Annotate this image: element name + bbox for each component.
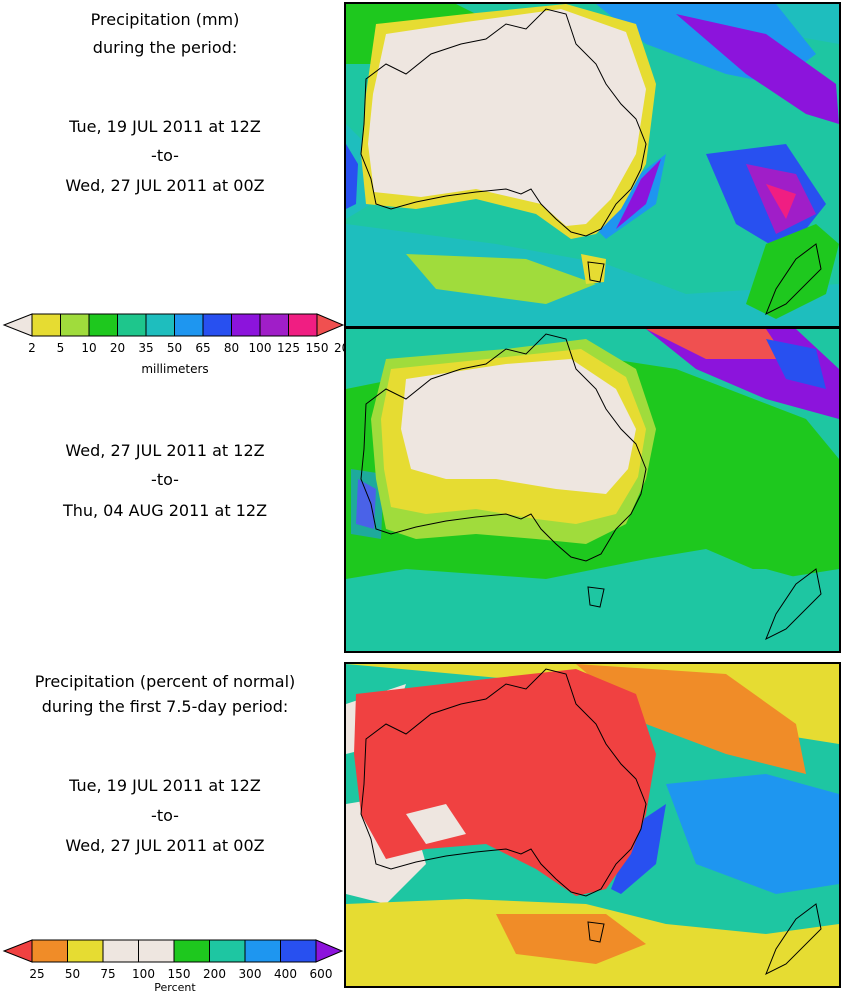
colorbar-tick-label: 300: [238, 967, 262, 981]
panel2-start-date: Wed, 27 JUL 2011 at 12Z: [65, 441, 265, 460]
colorbar-swatch: [145, 313, 175, 337]
colorbar-tick-label: 50: [64, 967, 81, 981]
colorbar-swatch: [280, 939, 317, 963]
percent-colorbar: [0, 938, 345, 964]
colorbar-swatch: [88, 313, 118, 337]
panel3-title-line1: Precipitation (percent of normal): [34, 672, 296, 691]
colorbar-swatch: [173, 939, 210, 963]
mm-colorbar-svg: [2, 313, 345, 337]
colorbar-tick-label: 2: [28, 341, 36, 355]
colorbar-swatch: [60, 313, 90, 337]
percent-colorbar-label: Percent: [154, 981, 196, 994]
panel1-title-line2: during the period:: [92, 38, 238, 57]
precip-map-period1-svg: [346, 4, 839, 326]
panel3-end-date: Wed, 27 JUL 2011 at 00Z: [65, 836, 265, 855]
precip-map-period1: [344, 2, 841, 328]
colorbar-tick-label: 125: [277, 341, 300, 355]
colorbar-tick-label: 35: [138, 341, 154, 355]
panel2-separator: -to-: [151, 470, 179, 489]
colorbar-tick-label: 200: [203, 967, 226, 981]
colorbar-tick-label: 600: [309, 967, 333, 981]
panel1-start-date: Tue, 19 JUL 2011 at 12Z: [69, 117, 261, 136]
panel1-end-date: Wed, 27 JUL 2011 at 00Z: [65, 176, 265, 195]
panel3-separator: -to-: [151, 806, 179, 825]
panel1-title-line1: Precipitation (mm): [90, 10, 240, 29]
mm-colorbar: [0, 312, 345, 338]
panel2-end-date: Thu, 04 AUG 2011 at 12Z: [62, 501, 268, 520]
colorbar-tick-label: 10: [81, 341, 97, 355]
colorbar-tick-label: 5: [56, 341, 65, 355]
colorbar-tick-label: 80: [223, 341, 240, 355]
mm-colorbar-ticks: 25102035506580100125150200: [0, 341, 357, 357]
colorbar-tick-label: 50: [166, 341, 183, 355]
colorbar-swatch: [138, 939, 175, 963]
percent-normal-map: [344, 662, 841, 988]
precip-map-period2: [344, 327, 841, 653]
colorbar-swatch: [231, 313, 261, 337]
colorbar-swatch: [67, 939, 104, 963]
colorbar-max-arrow: [316, 313, 345, 337]
colorbar-swatch: [259, 313, 289, 337]
colorbar-tick-label: 20: [109, 341, 126, 355]
colorbar-tick-label: 75: [100, 967, 116, 981]
colorbar-swatch: [31, 939, 68, 963]
panel3-title-line2: during the first 7.5-day period:: [41, 697, 289, 716]
colorbar-swatch: [209, 939, 246, 963]
precip-map-period2-svg: [346, 329, 839, 651]
colorbar-swatch: [102, 939, 139, 963]
colorbar-tick-label: 65: [195, 341, 211, 355]
colorbar-swatch: [31, 313, 61, 337]
percent-normal-map-svg: [346, 664, 839, 986]
colorbar-tick-label: 100: [248, 341, 272, 355]
colorbar-min-arrow: [2, 313, 33, 337]
colorbar-tick-label: 400: [274, 967, 297, 981]
colorbar-tick-label: 150: [167, 967, 191, 981]
colorbar-swatch: [288, 313, 318, 337]
percent-colorbar-svg: [2, 939, 344, 963]
percent-colorbar-ticks: 25 50 75 100 150 200 300 400 600: [0, 967, 345, 983]
colorbar-swatch: [244, 939, 281, 963]
colorbar-max-arrow: [315, 939, 344, 963]
mm-colorbar-label: millimeters: [141, 362, 209, 376]
colorbar-tick-label: 25: [29, 967, 45, 981]
panel1-separator: -to-: [151, 146, 179, 165]
colorbar-swatch: [117, 313, 147, 337]
colorbar-tick-label: 150: [305, 341, 329, 355]
colorbar-min-arrow: [2, 939, 33, 963]
colorbar-swatch: [174, 313, 204, 337]
panel3-start-date: Tue, 19 JUL 2011 at 12Z: [69, 776, 261, 795]
colorbar-tick-label: 100: [132, 967, 155, 981]
colorbar-swatch: [202, 313, 232, 337]
